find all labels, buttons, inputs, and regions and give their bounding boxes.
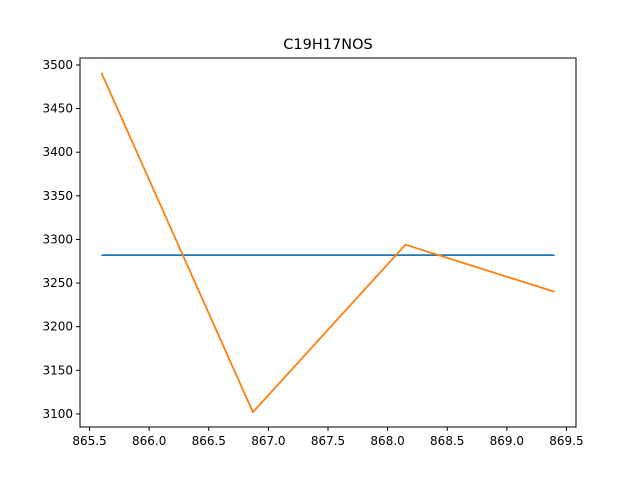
x-tick-label: 865.5 (72, 434, 106, 448)
y-tick-label: 3100 (42, 407, 73, 421)
y-tick-label: 3150 (42, 363, 73, 377)
x-tick-label: 866.0 (132, 434, 166, 448)
x-tick-label: 868.0 (370, 434, 404, 448)
x-tick-label: 866.5 (192, 434, 226, 448)
x-tick-label: 868.5 (430, 434, 464, 448)
x-tick-label: 867.5 (311, 434, 345, 448)
x-tick-label: 869.0 (490, 434, 524, 448)
y-tick-label: 3200 (42, 320, 73, 334)
y-axis: 3100 3150 3200 3250 3300 3350 3400 3450 3500 (42, 58, 80, 421)
x-tick-label: 869.5 (549, 434, 583, 448)
series-layer (100, 72, 555, 414)
y-tick-label: 3350 (42, 189, 73, 203)
y-tick-label: 3400 (42, 145, 73, 159)
y-tick-label: 3250 (42, 276, 73, 290)
y-tick-label: 3450 (42, 102, 73, 116)
y-tick-label: 3500 (42, 58, 73, 72)
chart-title: C19H17NOS (283, 37, 372, 53)
y-tick-label: 3300 (42, 232, 73, 246)
series-line-2 (100, 72, 555, 414)
x-axis: 865.5 866.0 866.5 867.0 867.5 868.0 868.5 869.0… (72, 427, 584, 448)
x-tick-label: 867.0 (251, 434, 285, 448)
